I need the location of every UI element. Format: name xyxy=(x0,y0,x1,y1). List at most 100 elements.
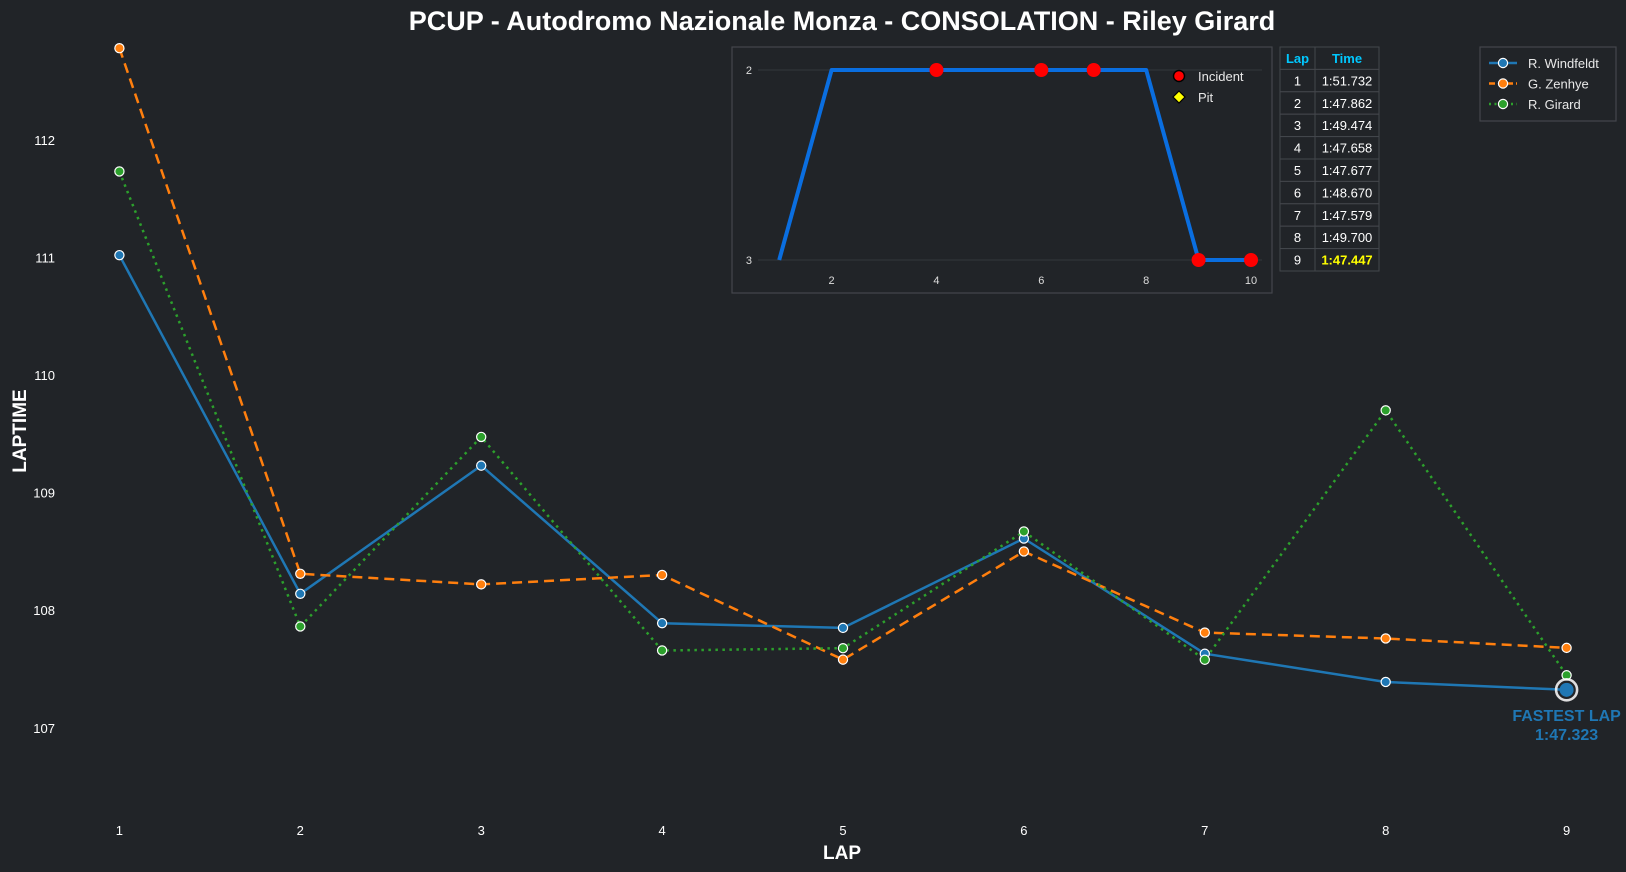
x-tick-label: 9 xyxy=(1563,823,1570,838)
incident-marker xyxy=(1191,253,1206,267)
series-point xyxy=(1199,627,1210,638)
x-axis-label: LAP xyxy=(823,843,861,864)
fastest-lap-marker xyxy=(1554,678,1579,702)
position-inset: 2 3 2 4 6 8 10 Incident Pit xyxy=(731,46,1273,294)
fastest-lap-dot xyxy=(1559,682,1574,697)
chart-title: PCUP - Autodromo Nazionale Monza - CONSO… xyxy=(409,6,1276,36)
lap-table-cell: 1:47.862 xyxy=(1322,96,1373,111)
lap-table-cell: 7 xyxy=(1294,208,1301,223)
inset-legend-label: Incident xyxy=(1198,69,1244,84)
inset-y-tick-label: 3 xyxy=(746,255,752,267)
lap-table-cell: 1:47.658 xyxy=(1322,141,1373,156)
lap-table-cell: 1:47.579 xyxy=(1322,208,1373,223)
lap-table-cell: 1:49.474 xyxy=(1322,118,1373,133)
series-point xyxy=(1018,546,1030,557)
lap-table-cell: 1:49.700 xyxy=(1322,230,1373,245)
series-point xyxy=(837,643,849,654)
series-point xyxy=(295,621,306,632)
pit-legend-icon xyxy=(1172,90,1186,104)
lap-table-cell: 1:47.677 xyxy=(1322,163,1373,178)
x-tick-label: 4 xyxy=(658,823,665,838)
inset-x-tick-label: 8 xyxy=(1143,275,1149,287)
position-inset-legend: Incident Pit xyxy=(1172,69,1244,105)
series-point xyxy=(837,622,849,634)
y-tick-label: 111 xyxy=(35,251,55,266)
legend-marker xyxy=(1497,98,1509,110)
series-point xyxy=(114,166,125,177)
inset-x-tick-label: 6 xyxy=(1038,275,1044,287)
lap-table-cell: 6 xyxy=(1294,185,1301,200)
inset-y-tick-label: 2 xyxy=(746,65,752,77)
series-point xyxy=(476,579,487,590)
y-tick-label: 112 xyxy=(34,133,55,148)
position-inset-ticks: 2 3 2 4 6 8 10 xyxy=(746,65,1257,287)
lap-table-header: Time xyxy=(1332,51,1362,66)
y-tick-label: 109 xyxy=(33,486,55,501)
lap-table-cell: 4 xyxy=(1294,141,1301,156)
x-axis-ticks: 1 2 3 4 5 6 7 8 9 xyxy=(116,823,1570,838)
lap-table-cell-box xyxy=(1314,248,1380,272)
lap-table-cell: 9 xyxy=(1294,253,1301,268)
lap-table-cell: 1:51.732 xyxy=(1322,73,1373,88)
lap-table: Lap Time 1 1:51.732 2 1:47.862 3 1:49.474 4 1:47.… xyxy=(1279,46,1380,272)
incident-marker xyxy=(1034,63,1049,77)
y-axis-label: LAPTIME xyxy=(10,389,31,472)
x-tick-label: 5 xyxy=(839,823,846,838)
y-tick-label: 107 xyxy=(33,721,55,736)
x-tick-label: 2 xyxy=(297,823,304,838)
x-tick-label: 3 xyxy=(478,823,485,838)
incident-marker xyxy=(1244,253,1259,267)
y-tick-label: 108 xyxy=(33,603,55,618)
series-point xyxy=(837,654,849,665)
main-legend: R. Windfeldt G. Zenhye R. Girard xyxy=(1479,46,1617,122)
series-point xyxy=(1199,654,1210,665)
series-point xyxy=(656,645,668,656)
legend-marker xyxy=(1497,57,1509,69)
lap-table-cell: 1 xyxy=(1294,73,1301,88)
position-inset-series xyxy=(777,63,1259,267)
lap-table-cell: 1:48.670 xyxy=(1322,185,1373,200)
fastest-lap-annotation: FASTEST LAP 1:47.323 xyxy=(1512,678,1621,744)
lap-table-best-time: 1:47.447 xyxy=(1321,253,1372,268)
series-point xyxy=(114,249,125,261)
legend-label: G. Zenhye xyxy=(1528,77,1589,92)
position-line xyxy=(777,68,1251,262)
x-tick-label: 7 xyxy=(1201,823,1208,838)
series-point xyxy=(1018,526,1030,537)
series-point xyxy=(1380,633,1391,644)
lap-table-cell: 8 xyxy=(1294,230,1301,245)
x-tick-label: 8 xyxy=(1382,823,1389,838)
series-line xyxy=(118,47,1567,661)
fastest-lap-time: 1:47.323 xyxy=(1535,727,1598,744)
series-point xyxy=(656,569,668,581)
inset-legend-label: Pit xyxy=(1198,90,1214,105)
incident-marker xyxy=(1086,63,1101,77)
lap-table-cell: 3 xyxy=(1294,118,1301,133)
lap-table-cell: 2 xyxy=(1294,96,1301,111)
y-axis-ticks: 107 108 109 110 111 112 xyxy=(33,133,55,736)
inset-x-tick-label: 4 xyxy=(933,275,939,287)
inset-x-tick-label: 10 xyxy=(1245,275,1257,287)
series-point xyxy=(1380,405,1391,416)
legend-label: R. Girard xyxy=(1528,97,1581,112)
series-point xyxy=(656,617,668,629)
x-tick-label: 6 xyxy=(1020,823,1027,838)
series-point xyxy=(1380,676,1391,688)
position-inset-frame xyxy=(731,46,1273,294)
lap-table-header: Lap xyxy=(1286,51,1309,66)
incident-marker xyxy=(929,63,944,77)
incident-legend-icon xyxy=(1172,69,1186,83)
series-point xyxy=(476,431,487,443)
x-tick-label: 1 xyxy=(116,823,123,838)
series-point xyxy=(295,568,306,579)
series-point xyxy=(476,460,487,471)
series-point xyxy=(295,588,306,599)
lap-table-cell: 5 xyxy=(1294,163,1301,178)
fastest-lap-label: FASTEST LAP xyxy=(1512,708,1621,725)
series-point xyxy=(114,43,125,54)
y-tick-label: 110 xyxy=(34,368,55,383)
series-point xyxy=(1561,642,1572,654)
inset-x-tick-label: 2 xyxy=(829,275,835,287)
